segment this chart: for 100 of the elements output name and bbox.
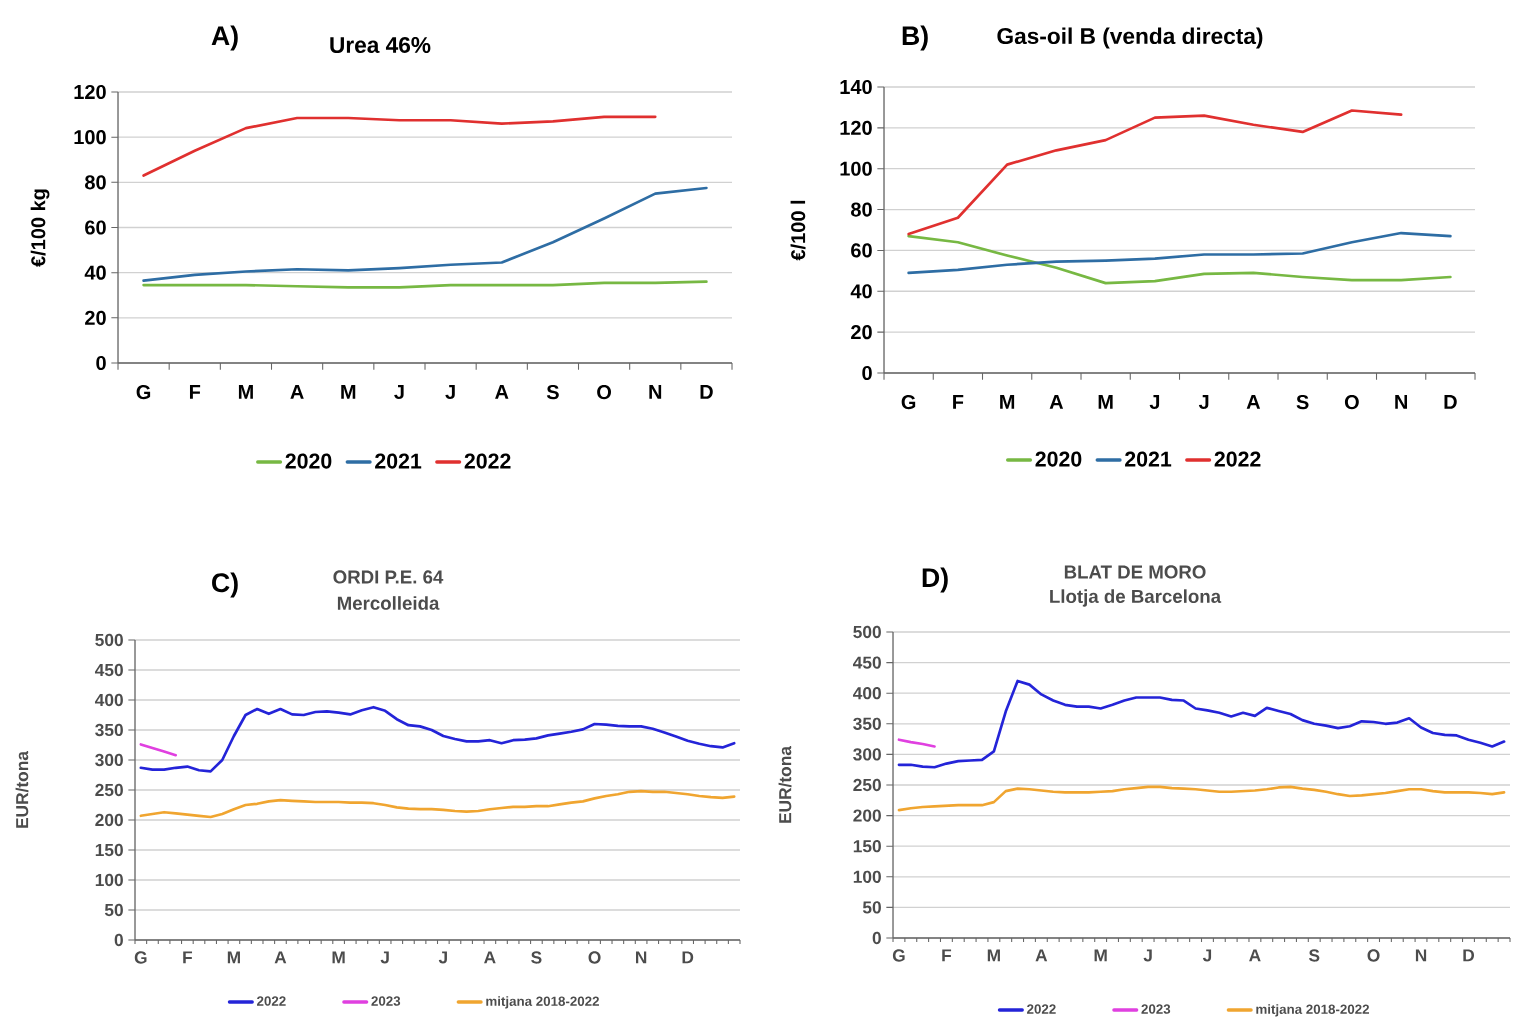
chart-subtitle: Urea 46% [330, 36, 431, 54]
x-tick-label: A [274, 951, 287, 964]
x-tick-label: N [636, 951, 647, 964]
x-tick-label: M [1098, 395, 1113, 409]
x-tick-label: D [1463, 949, 1475, 962]
legend-label: 2023 [371, 996, 401, 1006]
x-tick-label: A [1246, 395, 1261, 409]
x-tick-label: A [1035, 949, 1048, 962]
y-axis-title: EUR/tona [15, 750, 29, 828]
y-tick-label: 200 [95, 813, 123, 827]
x-tick-label: F [953, 395, 964, 409]
y-tick-label: 300 [95, 753, 123, 767]
y-tick-label: 0 [96, 355, 106, 371]
chart-subtitle: BLAT DE MORO [1064, 565, 1206, 579]
y-tick-label: 100 [840, 161, 872, 176]
line-series [907, 234, 1452, 285]
text: Llotja de Barcelona [1050, 589, 1222, 607]
x-tick-label: O [597, 385, 612, 400]
y-tick-label: 450 [852, 656, 881, 669]
y-tick-label: 350 [95, 723, 123, 737]
x-tick-label: N [649, 385, 662, 399]
y-tick-label: 120 [840, 120, 872, 135]
legend-label: 2022 [257, 996, 286, 1006]
x-tick-label: J [1143, 949, 1152, 962]
y-tick-label: 100 [853, 870, 881, 883]
chart-title: A) [211, 25, 238, 51]
y-tick-label: 250 [853, 778, 881, 792]
x-tick-label: M [1094, 949, 1107, 962]
y-tick-label: 50 [862, 901, 881, 914]
x-tick-label: D [700, 385, 713, 399]
x-tick-label: F [942, 949, 952, 962]
y-tick-label: 0 [872, 931, 881, 945]
x-tick-label: G [136, 385, 151, 400]
y-tick-label: 20 [85, 310, 106, 325]
y-tick-label: 200 [853, 809, 881, 822]
y-tick-label: 250 [95, 783, 123, 797]
x-tick-label: J [1202, 949, 1212, 962]
legend-label: 2021 [1125, 451, 1172, 467]
y-tick-label: 40 [850, 284, 872, 299]
x-tick-label: J [380, 951, 389, 964]
x-tick-label: N [1415, 949, 1427, 962]
line-series [907, 231, 1452, 275]
y-tick-label: 400 [852, 687, 881, 700]
chart-subtitle: ORDI P.E. 64 [333, 570, 444, 584]
x-tick-label: S [546, 385, 559, 400]
x-tick-label: M [987, 949, 1000, 962]
y-tick-label: 100 [74, 130, 106, 145]
x-tick-label: G [134, 951, 147, 964]
y-axis-title: €/100 kg [30, 189, 50, 267]
legend-label: mitjana 2018-2022 [1256, 1004, 1370, 1017]
y-tick-label: 350 [853, 717, 881, 730]
x-tick-label: A [290, 385, 304, 399]
y-tick-label: 0 [862, 365, 872, 381]
y-tick-label: 40 [84, 265, 106, 280]
line-series [897, 738, 936, 748]
x-tick-label: M [332, 951, 345, 964]
chart-title: B) [902, 25, 928, 51]
x-tick-label: D [1444, 395, 1457, 409]
x-tick-label: M [227, 951, 240, 964]
y-tick-label: 50 [104, 903, 123, 917]
y-tick-label: 0 [114, 933, 123, 947]
y-tick-label: 150 [95, 843, 123, 857]
x-tick-label: O [588, 951, 601, 964]
line-series [142, 186, 708, 282]
x-tick-label: F [183, 951, 193, 964]
chart-subtitle: Gas-oil B (venda directa) [997, 27, 1263, 49]
y-tick-label: 500 [95, 633, 123, 647]
x-tick-label: F [189, 385, 201, 399]
y-tick-label: 450 [94, 663, 123, 677]
y-tick-label: 120 [74, 84, 106, 100]
legend-label: 2022 [464, 453, 511, 469]
legend-label: 2020 [285, 453, 332, 469]
y-axis-title: EUR/tona [778, 745, 792, 823]
x-tick-label: J [394, 385, 404, 399]
legend-label: 2020 [1035, 451, 1082, 467]
y-tick-label: 100 [95, 873, 123, 887]
line-series [142, 115, 657, 177]
x-tick-label: J [1198, 395, 1209, 409]
line-series [139, 743, 178, 757]
x-tick-label: J [445, 385, 455, 399]
x-tick-label: N [1395, 395, 1408, 409]
y-tick-label: 80 [85, 175, 106, 190]
y-tick-label: 20 [851, 325, 872, 340]
text: Mercolleida [337, 596, 440, 610]
x-tick-label: A [495, 385, 509, 399]
legend-label: mitjana 2018-2022 [486, 996, 599, 1009]
y-tick-label: 400 [94, 693, 123, 707]
x-tick-label: G [892, 949, 905, 962]
y-tick-label: 300 [853, 748, 881, 761]
x-tick-label: S [1308, 949, 1320, 962]
x-tick-label: S [1296, 395, 1309, 410]
legend-label: 2022 [1027, 1004, 1056, 1014]
line-series [139, 705, 736, 773]
x-tick-label: M [1000, 395, 1015, 409]
x-tick-label: O [1367, 949, 1380, 962]
y-tick-label: 150 [853, 840, 881, 853]
x-tick-label: A [1249, 949, 1261, 962]
y-tick-label: 500 [853, 625, 881, 639]
x-tick-label: D [682, 951, 694, 964]
legend-label: 2022 [1214, 451, 1261, 467]
